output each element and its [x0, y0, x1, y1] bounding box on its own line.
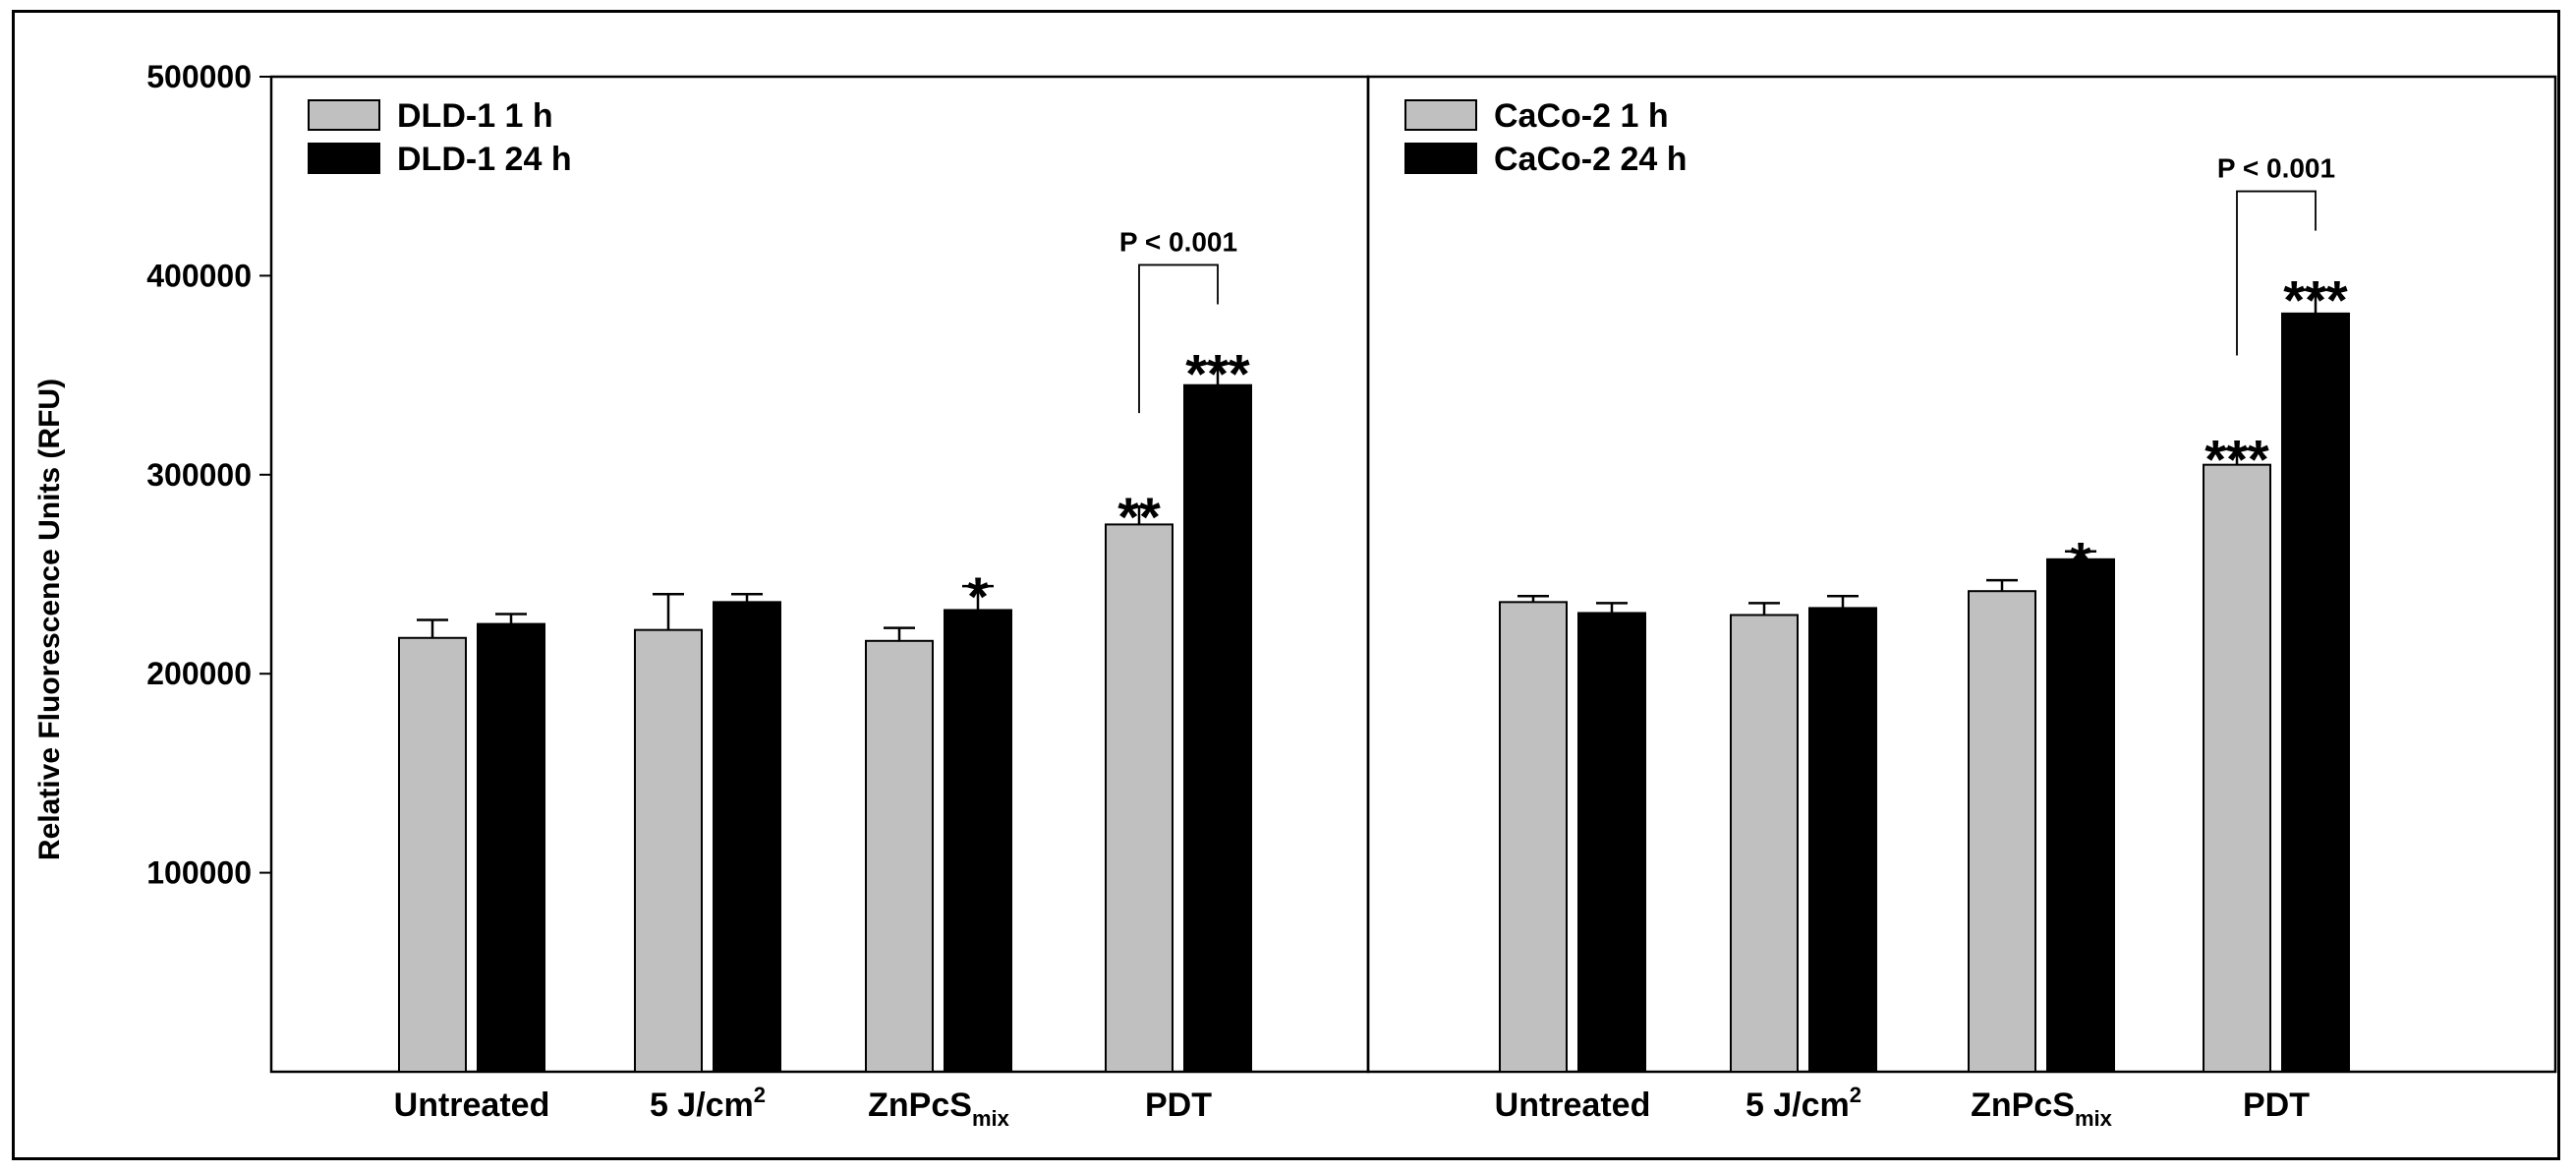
- y-tick-label: 400000: [146, 258, 252, 293]
- bar: [2281, 312, 2350, 1073]
- panels: DLD-1 1 h DLD-1 24 h Untreated 5 J/cm2 * ZnPc…: [269, 75, 2557, 1131]
- panel-2: CaCo-2 1 h CaCo-2 24 h Untreated 5 J/cm2 * Zn…: [1366, 75, 2557, 1131]
- bar: [713, 601, 781, 1073]
- category-label: ZnPcSmix: [1971, 1086, 2112, 1131]
- significance-mark: *: [2070, 531, 2091, 593]
- bar: [477, 622, 545, 1073]
- legend-label: DLD-1 24 h: [397, 141, 572, 178]
- bar: [2203, 463, 2271, 1073]
- legend-swatch: [308, 99, 380, 131]
- significance-mark: *: [967, 565, 989, 627]
- bar: [865, 639, 934, 1074]
- significance-mark: **: [1117, 486, 1161, 548]
- significance-mark: ***: [1185, 342, 1250, 404]
- bar: [1183, 383, 1252, 1074]
- p-value-bracket: [1138, 264, 1219, 414]
- legend-swatch: [1404, 143, 1477, 174]
- legend-label: CaCo-2 24 h: [1494, 141, 1688, 178]
- y-tick-label: 200000: [146, 656, 252, 691]
- y-axis: 100000 200000 300000 400000 500000: [146, 59, 271, 891]
- legend-label: DLD-1 1 h: [397, 97, 553, 135]
- bar: [398, 636, 467, 1073]
- bar: [634, 628, 703, 1073]
- y-tick-label: 100000: [146, 855, 252, 891]
- p-value-label: P < 0.001: [2217, 153, 2335, 184]
- y-tick-label: 300000: [146, 457, 252, 493]
- bar: [2046, 558, 2115, 1073]
- bar: [1808, 607, 1877, 1074]
- panel-1: DLD-1 1 h DLD-1 24 h Untreated 5 J/cm2 * ZnPc…: [269, 75, 1370, 1131]
- category-label: PDT: [1145, 1086, 1212, 1124]
- category-label: Untreated: [394, 1086, 550, 1124]
- category-label: 5 J/cm2: [650, 1083, 766, 1124]
- category-label: PDT: [2243, 1086, 2310, 1124]
- bar: [1105, 523, 1174, 1073]
- p-value-bracket: [2236, 190, 2317, 356]
- bar: [944, 609, 1012, 1073]
- y-axis-label: Relative Fluorescence Units (RFU): [33, 379, 66, 860]
- plot-area: [1366, 75, 2557, 1074]
- significance-mark: ***: [2204, 428, 2269, 490]
- category-label: 5 J/cm2: [1746, 1083, 1861, 1124]
- bar: [1968, 590, 2036, 1073]
- figure-frame: [12, 10, 2560, 1160]
- bar: [1499, 601, 1568, 1073]
- bar: [1730, 614, 1799, 1073]
- p-value-label: P < 0.001: [1119, 226, 1237, 257]
- category-label: Untreated: [1495, 1086, 1651, 1124]
- category-label: ZnPcSmix: [868, 1086, 1009, 1131]
- legend-label: CaCo-2 1 h: [1494, 97, 1669, 135]
- legend-swatch: [1404, 99, 1477, 131]
- significance-mark: ***: [2283, 269, 2348, 331]
- legend-swatch: [308, 143, 380, 174]
- bar: [1577, 612, 1646, 1074]
- y-tick-label: 500000: [146, 59, 252, 94]
